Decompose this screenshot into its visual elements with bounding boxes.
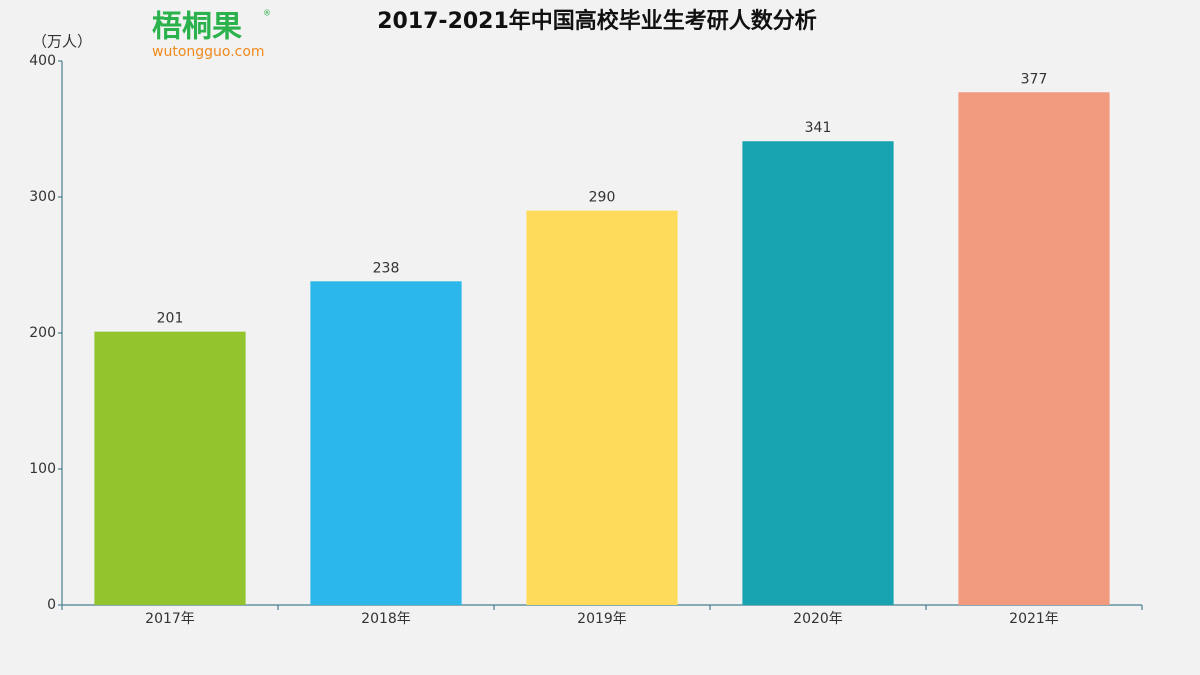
chart-title: 2017-2021年中国高校毕业生考研人数分析: [377, 8, 817, 34]
y-tick-label: 300: [29, 189, 56, 205]
y-tick-label: 0: [47, 597, 56, 613]
y-tick-label: 400: [29, 53, 56, 69]
x-tick-label: 2020年: [793, 611, 843, 627]
y-tick-label: 100: [29, 461, 56, 477]
x-tick-label: 2017年: [145, 611, 195, 627]
x-tick-label: 2021年: [1009, 611, 1059, 627]
value-label: 238: [373, 260, 400, 276]
bar: [742, 141, 894, 606]
bar: [310, 281, 462, 605]
bar: [94, 331, 246, 605]
value-label: 341: [805, 120, 832, 136]
logo-url: wutongguo.com: [152, 44, 265, 60]
y-axis-label: （万人）: [32, 33, 92, 51]
logo-name: 梧桐果: [152, 10, 242, 45]
y-tick-label: 200: [29, 325, 56, 341]
x-tick-label: 2019年: [577, 611, 627, 627]
logo-mark: ®: [263, 9, 271, 18]
value-label: 201: [157, 311, 184, 327]
bar: [526, 210, 678, 605]
value-label: 377: [1021, 71, 1048, 87]
x-tick-label: 2018年: [361, 611, 411, 627]
value-label: 290: [589, 190, 616, 206]
bar: [958, 92, 1110, 605]
